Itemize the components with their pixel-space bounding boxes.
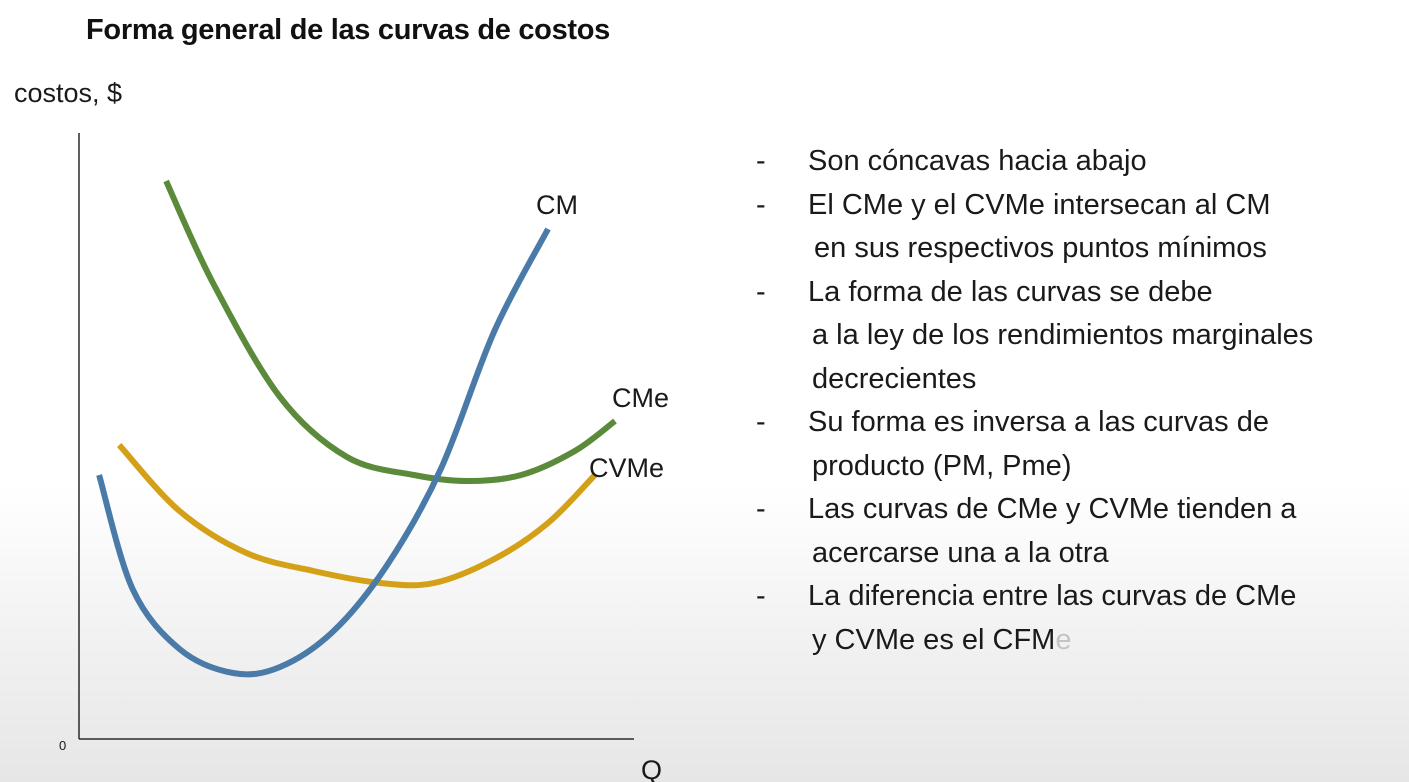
curve-cvme — [116, 442, 598, 589]
series-label-cm: CM — [536, 190, 578, 220]
bullet-item: - La forma de las curvas se debe a la le… — [756, 271, 1396, 402]
slide-title: Forma general de las curvas de costos — [86, 14, 611, 46]
bullet-text: a la ley de los rendimientos marginales — [812, 319, 1314, 351]
bullet-text: Su forma es inversa a las curvas de — [808, 406, 1269, 438]
bullet-text: y CVMe es el CFMe — [812, 623, 1072, 656]
bullet-item: - La diferencia entre las curvas de CMe … — [756, 575, 1396, 662]
faded-letter: e — [1055, 623, 1072, 656]
bullet-text: en sus respectivos puntos mínimos — [814, 232, 1267, 264]
bullet-item: - Las curvas de CMe y CVMe tienden a ace… — [756, 488, 1396, 575]
bullet-text: acercarse una a la otra — [812, 536, 1109, 569]
bullet-dash: - — [756, 275, 766, 308]
series-label-cme: CMe — [612, 383, 669, 413]
bullet-dash: - — [756, 145, 766, 177]
curve-cm — [96, 227, 551, 678]
origin-label: 0 — [59, 738, 66, 753]
bullet-list: - Son cóncavas hacia abajo - El CMe y el… — [756, 140, 1396, 662]
curve-group — [96, 179, 617, 678]
bullet-text: decrecientes — [812, 362, 977, 395]
curve-cme — [163, 179, 617, 485]
bullet-dash: - — [756, 580, 766, 612]
bullet-text: La forma de las curvas se debe — [808, 275, 1213, 308]
bullet-text: El CMe y el CVMe intersecan al CM — [808, 188, 1271, 221]
cost-curves-chart: costos, $ Q 0 CM CMe CVMe — [14, 78, 669, 782]
series-label-cvme: CVMe — [589, 453, 664, 483]
bullet-dash: - — [756, 493, 766, 525]
bullet-text: producto (PM, Pme) — [812, 449, 1072, 482]
bullet-item: - El CMe y el CVMe intersecan al CM en s… — [756, 184, 1396, 271]
bullet-item: - Son cóncavas hacia abajo — [756, 140, 1396, 184]
bullet-text: Las curvas de CMe y CVMe tienden a — [808, 493, 1297, 525]
bullet-dash: - — [756, 188, 766, 221]
y-axis-label: costos, $ — [14, 78, 122, 108]
bullet-text: La diferencia entre las curvas de CMe — [808, 580, 1297, 612]
bullet-text: Son cóncavas hacia abajo — [808, 145, 1147, 177]
bullet-item: - Su forma es inversa a las curvas de pr… — [756, 401, 1396, 488]
bullet-dash: - — [756, 406, 766, 438]
x-axis-label: Q — [641, 755, 662, 782]
